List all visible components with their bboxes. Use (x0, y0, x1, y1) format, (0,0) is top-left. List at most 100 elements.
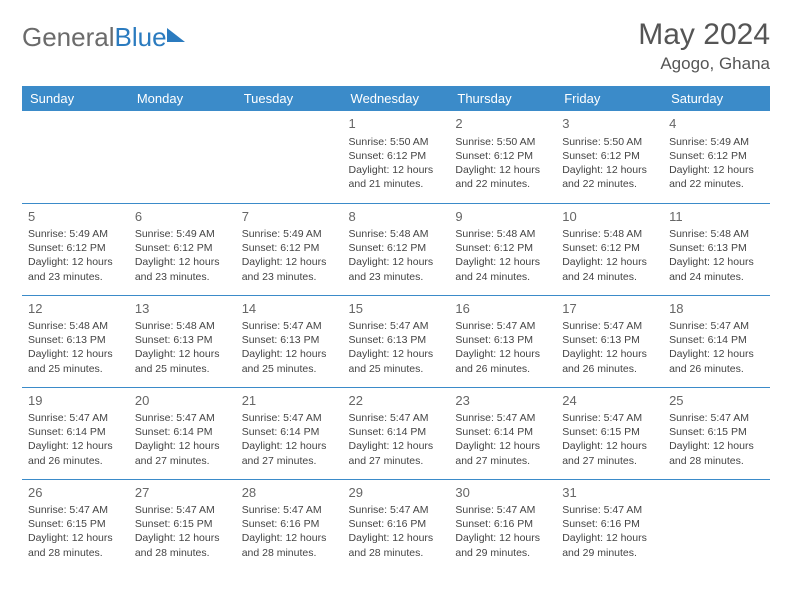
month-title: May 2024 (638, 18, 770, 52)
sunrise-text: Sunrise: 5:47 AM (135, 411, 230, 425)
sunrise-text: Sunrise: 5:49 AM (135, 227, 230, 241)
sunrise-text: Sunrise: 5:47 AM (455, 503, 550, 517)
sunset-text: Sunset: 6:14 PM (669, 333, 764, 347)
calendar-cell: 3Sunrise: 5:50 AMSunset: 6:12 PMDaylight… (556, 111, 663, 203)
calendar-cell: 24Sunrise: 5:47 AMSunset: 6:15 PMDayligh… (556, 387, 663, 479)
sunset-text: Sunset: 6:12 PM (562, 149, 657, 163)
sunset-text: Sunset: 6:12 PM (135, 241, 230, 255)
daylight-text: Daylight: 12 hours and 24 minutes. (562, 255, 657, 283)
daylight-text: Daylight: 12 hours and 23 minutes. (349, 255, 444, 283)
daylight-text: Daylight: 12 hours and 22 minutes. (455, 163, 550, 191)
sunrise-text: Sunrise: 5:49 AM (242, 227, 337, 241)
day-number: 15 (349, 300, 444, 318)
daylight-text: Daylight: 12 hours and 28 minutes. (28, 531, 123, 559)
calendar-cell (663, 479, 770, 571)
calendar-cell: 13Sunrise: 5:48 AMSunset: 6:13 PMDayligh… (129, 295, 236, 387)
sunrise-text: Sunrise: 5:50 AM (562, 135, 657, 149)
sunset-text: Sunset: 6:13 PM (562, 333, 657, 347)
daylight-text: Daylight: 12 hours and 22 minutes. (669, 163, 764, 191)
day-number: 6 (135, 208, 230, 226)
day-number: 18 (669, 300, 764, 318)
calendar-cell: 2Sunrise: 5:50 AMSunset: 6:12 PMDaylight… (449, 111, 556, 203)
day-number: 9 (455, 208, 550, 226)
calendar-cell: 15Sunrise: 5:47 AMSunset: 6:13 PMDayligh… (343, 295, 450, 387)
calendar-cell: 6Sunrise: 5:49 AMSunset: 6:12 PMDaylight… (129, 203, 236, 295)
day-number: 24 (562, 392, 657, 410)
sunset-text: Sunset: 6:13 PM (455, 333, 550, 347)
calendar-cell: 23Sunrise: 5:47 AMSunset: 6:14 PMDayligh… (449, 387, 556, 479)
calendar-cell: 14Sunrise: 5:47 AMSunset: 6:13 PMDayligh… (236, 295, 343, 387)
day-number: 22 (349, 392, 444, 410)
day-number: 12 (28, 300, 123, 318)
sunrise-text: Sunrise: 5:49 AM (669, 135, 764, 149)
day-number: 16 (455, 300, 550, 318)
daylight-text: Daylight: 12 hours and 24 minutes. (455, 255, 550, 283)
sunrise-text: Sunrise: 5:47 AM (242, 503, 337, 517)
calendar-row: 26Sunrise: 5:47 AMSunset: 6:15 PMDayligh… (22, 479, 770, 571)
day-number: 31 (562, 484, 657, 502)
sunset-text: Sunset: 6:16 PM (562, 517, 657, 531)
daylight-text: Daylight: 12 hours and 27 minutes. (242, 439, 337, 467)
calendar-cell: 31Sunrise: 5:47 AMSunset: 6:16 PMDayligh… (556, 479, 663, 571)
sunrise-text: Sunrise: 5:48 AM (455, 227, 550, 241)
calendar-table: Sunday Monday Tuesday Wednesday Thursday… (22, 86, 770, 571)
sunrise-text: Sunrise: 5:48 AM (135, 319, 230, 333)
logo-word1: General (22, 22, 115, 52)
sunrise-text: Sunrise: 5:49 AM (28, 227, 123, 241)
sunrise-text: Sunrise: 5:50 AM (349, 135, 444, 149)
weekday-header: Thursday (449, 86, 556, 111)
sunrise-text: Sunrise: 5:48 AM (28, 319, 123, 333)
daylight-text: Daylight: 12 hours and 25 minutes. (135, 347, 230, 375)
daylight-text: Daylight: 12 hours and 21 minutes. (349, 163, 444, 191)
day-number: 29 (349, 484, 444, 502)
sunrise-text: Sunrise: 5:48 AM (349, 227, 444, 241)
daylight-text: Daylight: 12 hours and 22 minutes. (562, 163, 657, 191)
logo: GeneralBlue (22, 22, 185, 53)
daylight-text: Daylight: 12 hours and 26 minutes. (562, 347, 657, 375)
calendar-cell: 19Sunrise: 5:47 AMSunset: 6:14 PMDayligh… (22, 387, 129, 479)
calendar-cell: 16Sunrise: 5:47 AMSunset: 6:13 PMDayligh… (449, 295, 556, 387)
sunrise-text: Sunrise: 5:47 AM (28, 503, 123, 517)
sunset-text: Sunset: 6:12 PM (455, 149, 550, 163)
daylight-text: Daylight: 12 hours and 26 minutes. (455, 347, 550, 375)
daylight-text: Daylight: 12 hours and 27 minutes. (349, 439, 444, 467)
day-number: 17 (562, 300, 657, 318)
sunset-text: Sunset: 6:16 PM (242, 517, 337, 531)
sunrise-text: Sunrise: 5:47 AM (562, 319, 657, 333)
daylight-text: Daylight: 12 hours and 29 minutes. (562, 531, 657, 559)
calendar-cell: 9Sunrise: 5:48 AMSunset: 6:12 PMDaylight… (449, 203, 556, 295)
calendar-cell: 18Sunrise: 5:47 AMSunset: 6:14 PMDayligh… (663, 295, 770, 387)
calendar-cell: 5Sunrise: 5:49 AMSunset: 6:12 PMDaylight… (22, 203, 129, 295)
sunset-text: Sunset: 6:14 PM (242, 425, 337, 439)
sunrise-text: Sunrise: 5:47 AM (349, 319, 444, 333)
sunrise-text: Sunrise: 5:48 AM (669, 227, 764, 241)
calendar-cell: 1Sunrise: 5:50 AMSunset: 6:12 PMDaylight… (343, 111, 450, 203)
calendar-row: 19Sunrise: 5:47 AMSunset: 6:14 PMDayligh… (22, 387, 770, 479)
calendar-cell: 4Sunrise: 5:49 AMSunset: 6:12 PMDaylight… (663, 111, 770, 203)
sunset-text: Sunset: 6:14 PM (455, 425, 550, 439)
weekday-header-row: Sunday Monday Tuesday Wednesday Thursday… (22, 86, 770, 111)
sunset-text: Sunset: 6:13 PM (349, 333, 444, 347)
sunrise-text: Sunrise: 5:50 AM (455, 135, 550, 149)
sunset-text: Sunset: 6:12 PM (28, 241, 123, 255)
day-number: 21 (242, 392, 337, 410)
sunset-text: Sunset: 6:16 PM (349, 517, 444, 531)
location: Agogo, Ghana (638, 54, 770, 74)
calendar-cell: 17Sunrise: 5:47 AMSunset: 6:13 PMDayligh… (556, 295, 663, 387)
weekday-header: Sunday (22, 86, 129, 111)
logo-triangle-icon (167, 28, 185, 42)
sunrise-text: Sunrise: 5:47 AM (669, 411, 764, 425)
calendar-cell: 11Sunrise: 5:48 AMSunset: 6:13 PMDayligh… (663, 203, 770, 295)
weekday-header: Wednesday (343, 86, 450, 111)
calendar-row: 5Sunrise: 5:49 AMSunset: 6:12 PMDaylight… (22, 203, 770, 295)
daylight-text: Daylight: 12 hours and 26 minutes. (28, 439, 123, 467)
sunrise-text: Sunrise: 5:47 AM (455, 411, 550, 425)
daylight-text: Daylight: 12 hours and 29 minutes. (455, 531, 550, 559)
daylight-text: Daylight: 12 hours and 28 minutes. (669, 439, 764, 467)
sunset-text: Sunset: 6:14 PM (349, 425, 444, 439)
day-number: 27 (135, 484, 230, 502)
sunrise-text: Sunrise: 5:48 AM (562, 227, 657, 241)
weekday-header: Tuesday (236, 86, 343, 111)
sunrise-text: Sunrise: 5:47 AM (349, 503, 444, 517)
day-number: 8 (349, 208, 444, 226)
